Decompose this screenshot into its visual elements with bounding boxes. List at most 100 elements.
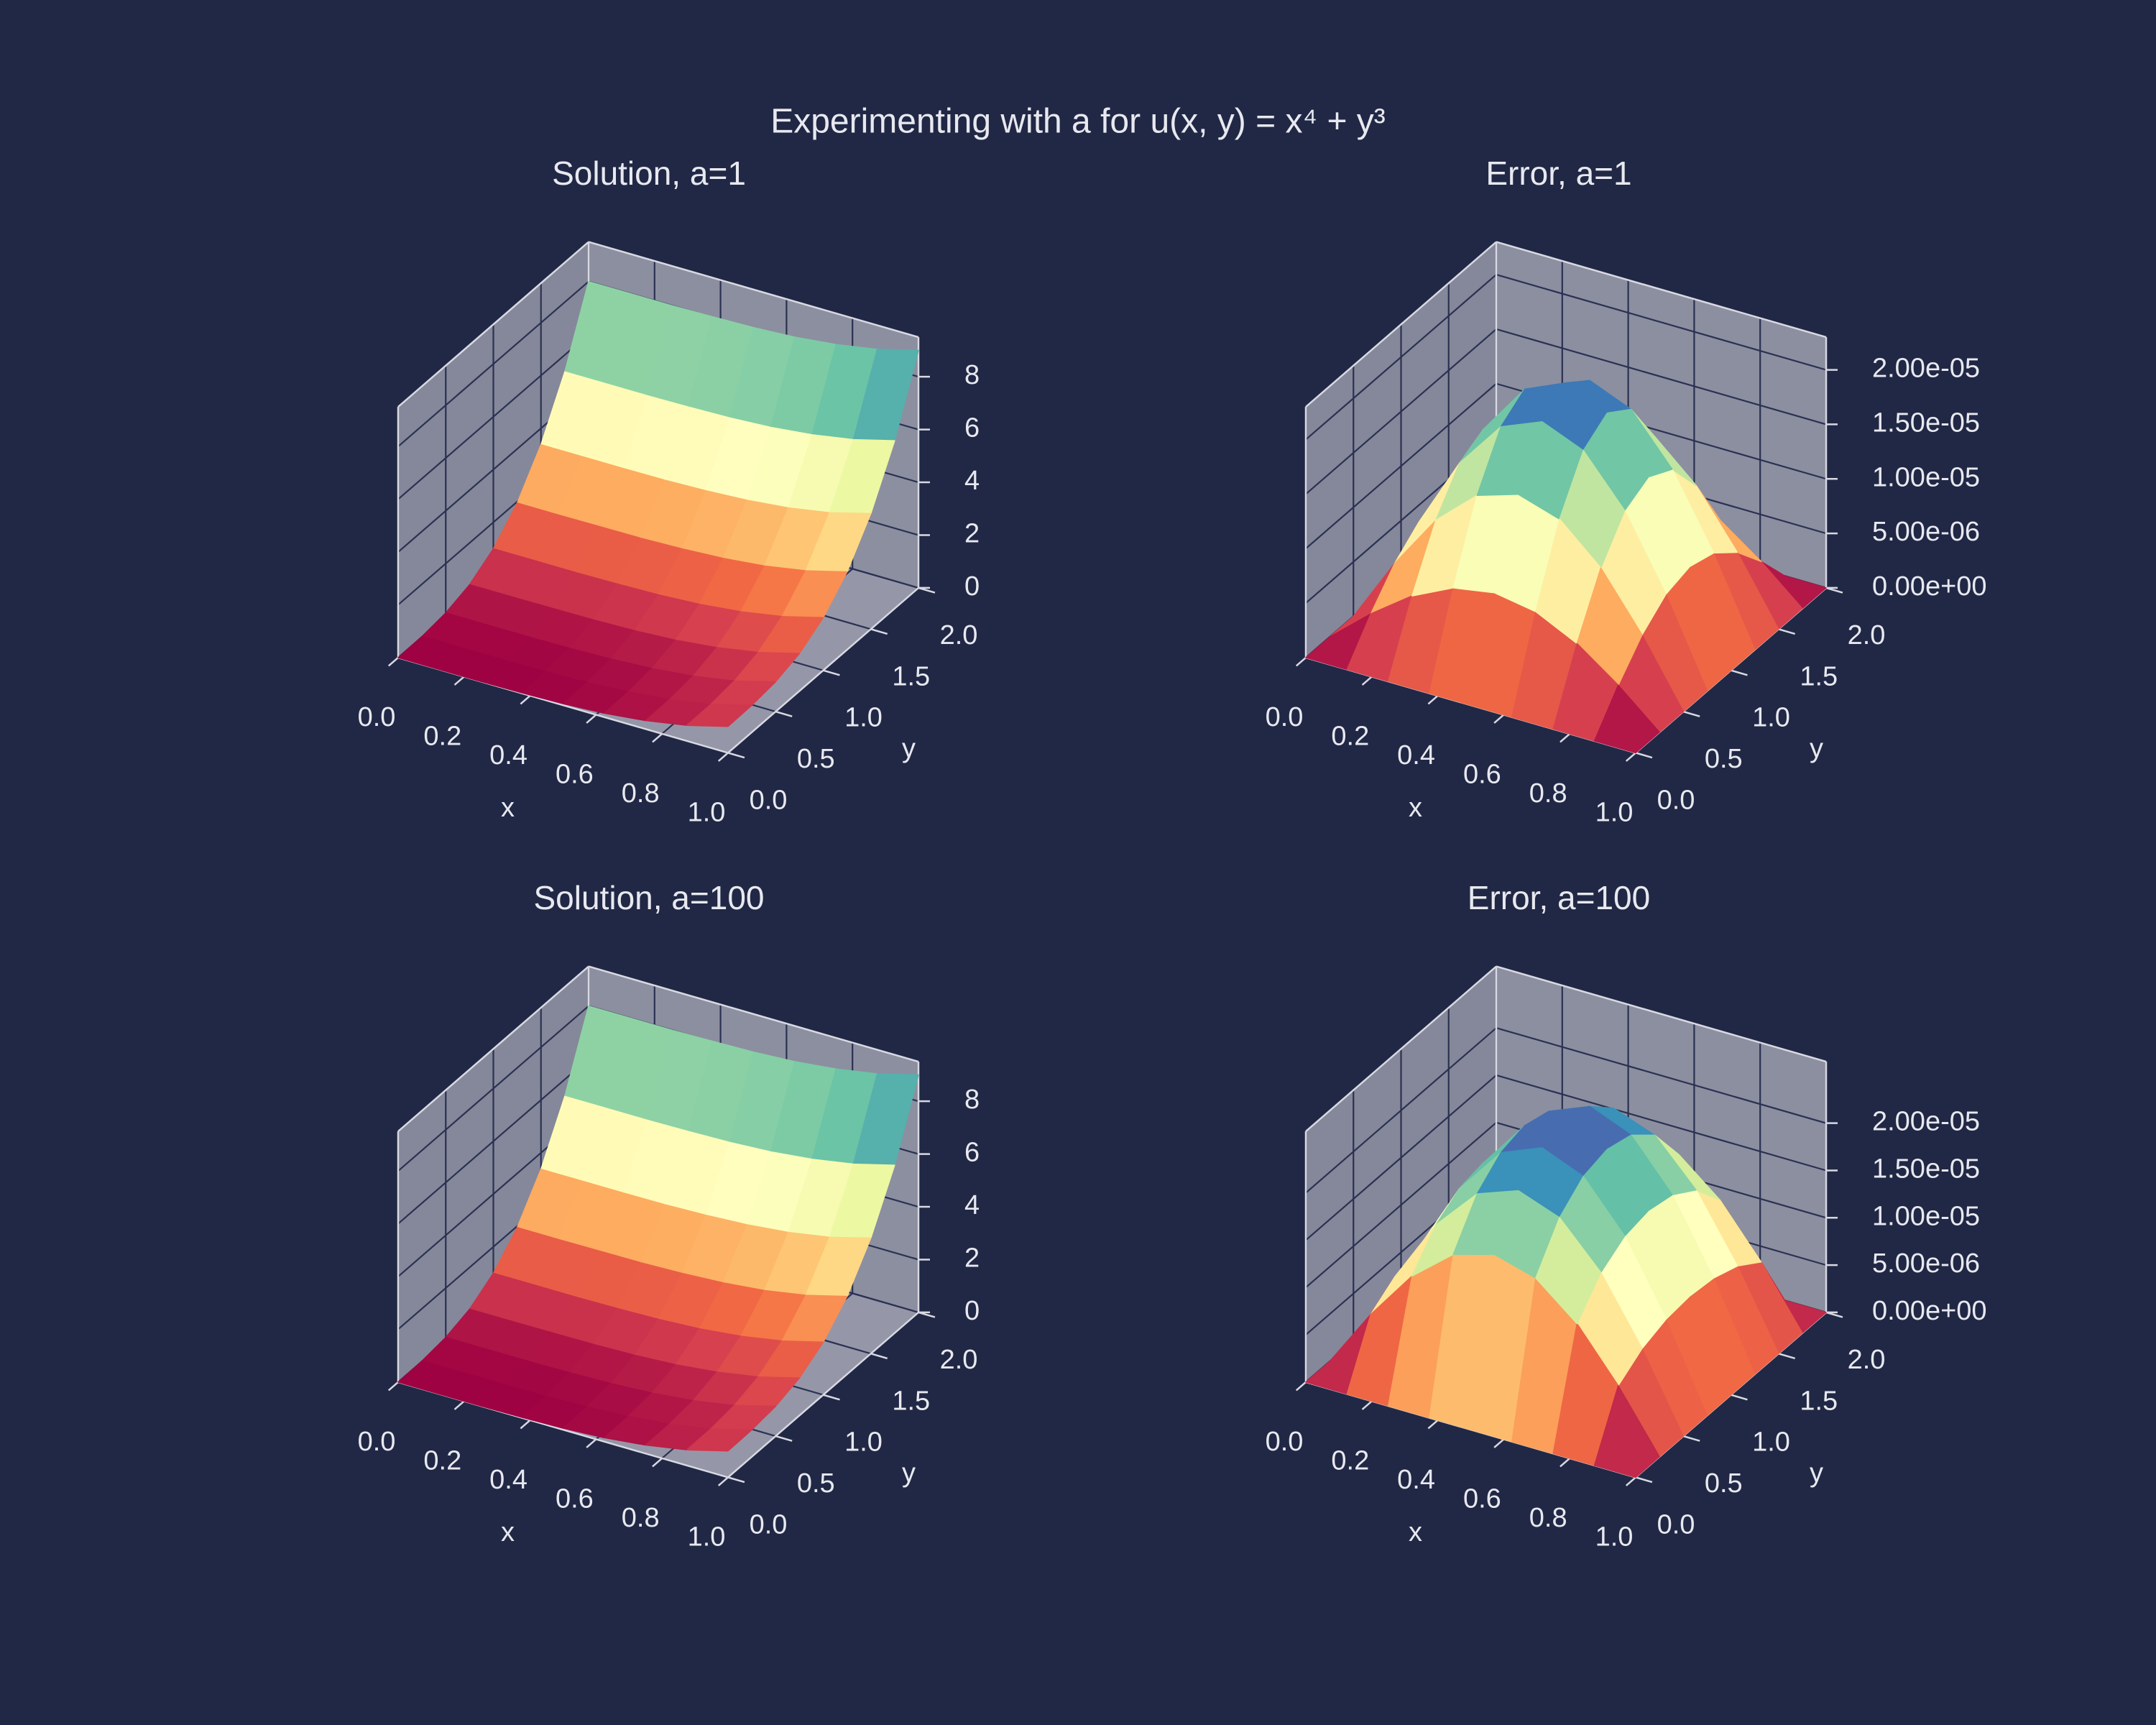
y-tick-label: 0.0 [750,785,788,815]
tick-mark [1295,1381,1307,1392]
x-axis-label: x [501,1517,515,1547]
z-tick-label: 2 [964,519,980,549]
tick-mark [387,656,399,667]
tick-mark [870,628,888,635]
y-tick-label: 2.0 [940,620,978,650]
tick-mark [1682,1435,1700,1442]
pane-edge [588,965,919,1063]
z-tick-label: 6 [964,1138,980,1168]
tick-mark [727,752,745,759]
x-tick-label: 0.8 [1529,1503,1567,1533]
x-tick-label: 0.6 [1463,759,1501,789]
grid-line [1305,1121,1497,1289]
tick-mark [775,1435,793,1442]
tick-mark [717,752,729,762]
z-tick-label: 5.00e-06 [1872,1248,1980,1279]
x-tick-label: 1.0 [688,1522,726,1552]
tick-mark [652,732,663,743]
y-tick-label: 0.5 [797,744,835,774]
x-tick-label: 0.0 [358,1427,396,1457]
y-tick-label: 1.5 [892,1386,930,1416]
subplot-title: Error, a=1 [1485,155,1631,192]
surface-patch [686,1428,752,1452]
z-tick-label: 8 [964,360,980,390]
x-tick-label: 0.0 [1266,702,1304,732]
y-tick-label: 0.5 [1705,1468,1743,1499]
x-tick-label: 0.2 [1331,1445,1369,1476]
tick-mark [870,1353,888,1360]
surface-patch [686,704,752,727]
z-tick-label: 4 [964,466,980,496]
tick-mark [717,1476,729,1486]
x-tick-label: 0.2 [423,721,461,751]
tick-mark [1731,1394,1748,1401]
z-tick-label: 4 [964,1190,980,1220]
x-axis-label: x [501,793,515,823]
z-tick-label: 5.00e-06 [1872,517,1980,547]
y-tick-label: 1.5 [892,661,930,691]
tick-mark [453,676,465,686]
grid-line [397,1005,589,1172]
x-tick-label: 1.0 [1595,797,1634,827]
tick-mark [1493,1438,1505,1448]
x-tick-label: 0.6 [1463,1484,1501,1514]
tick-mark [1625,752,1636,762]
subplot: Error, a=1 0.0 0.2 0.4 0.6 0.8 1.0 0.0 0.5 1.0 1.5… [1266,155,1987,827]
tick-mark [520,1419,531,1430]
tick-mark [586,1438,597,1448]
tick-mark [652,1457,663,1468]
y-tick-label: 0.5 [797,1468,835,1499]
z-tick-label: 1.00e-05 [1872,462,1980,492]
z-tick-label: 1.50e-05 [1872,1154,1980,1184]
x-tick-label: 1.0 [1595,1522,1634,1552]
x-tick-label: 0.8 [622,1503,660,1533]
grid-line [1496,1074,1827,1172]
tick-mark [775,710,793,717]
y-tick-label: 1.0 [1752,1427,1790,1458]
z-tick-label: 8 [964,1085,980,1115]
pane-edge [1305,241,1497,408]
y-tick-label: 1.0 [1752,703,1790,733]
tick-mark [586,714,597,724]
z-tick-label: 1.50e-05 [1872,408,1980,438]
z-tick-label: 0 [964,1296,980,1326]
tick-mark [1778,1353,1796,1360]
z-tick-label: 2 [964,1243,980,1274]
grid-line [1305,274,1497,441]
tick-mark [1361,1400,1373,1410]
grid-line [397,280,589,447]
tick-mark [1635,752,1653,759]
tick-mark [1635,1476,1653,1484]
x-tick-label: 0.4 [489,740,528,770]
y-tick-label: 2.0 [1848,1345,1886,1375]
grid-line [1305,1027,1497,1194]
tick-mark [727,1476,745,1484]
y-tick-label: 0.5 [1705,744,1743,774]
pane-edge [1305,965,1497,1133]
grid-line [1496,274,1827,371]
grid-line [1305,1075,1497,1241]
z-tick-label: 0.00e+00 [1872,571,1987,602]
pane-edge [1496,965,1827,1063]
grid-line [397,334,589,500]
y-tick-label: 1.0 [844,1427,883,1458]
y-axis-line [727,1311,919,1478]
x-tick-label: 1.0 [688,797,726,827]
tick-mark [823,1394,840,1401]
surface-patch [1593,1385,1660,1478]
pane-edge [397,241,589,408]
grid-line [1305,328,1497,495]
grid-line [1305,382,1497,550]
y-tick-label: 0.0 [750,1509,788,1540]
y-axis-label: y [1810,734,1823,764]
x-axis-label: x [1409,1517,1422,1547]
tick-mark [1361,676,1373,686]
y-tick-label: 0.0 [1657,1509,1695,1540]
pane-edge [397,965,589,1133]
figure-title: Experimenting with a for u(x, y) = x⁴ + … [770,103,1386,141]
subplot: Error, a=100 0.0 0.2 0.4 0.6 0.8 1.0 0.0 0.5 1.0 1… [1266,879,1987,1552]
grid-line [397,1058,589,1225]
